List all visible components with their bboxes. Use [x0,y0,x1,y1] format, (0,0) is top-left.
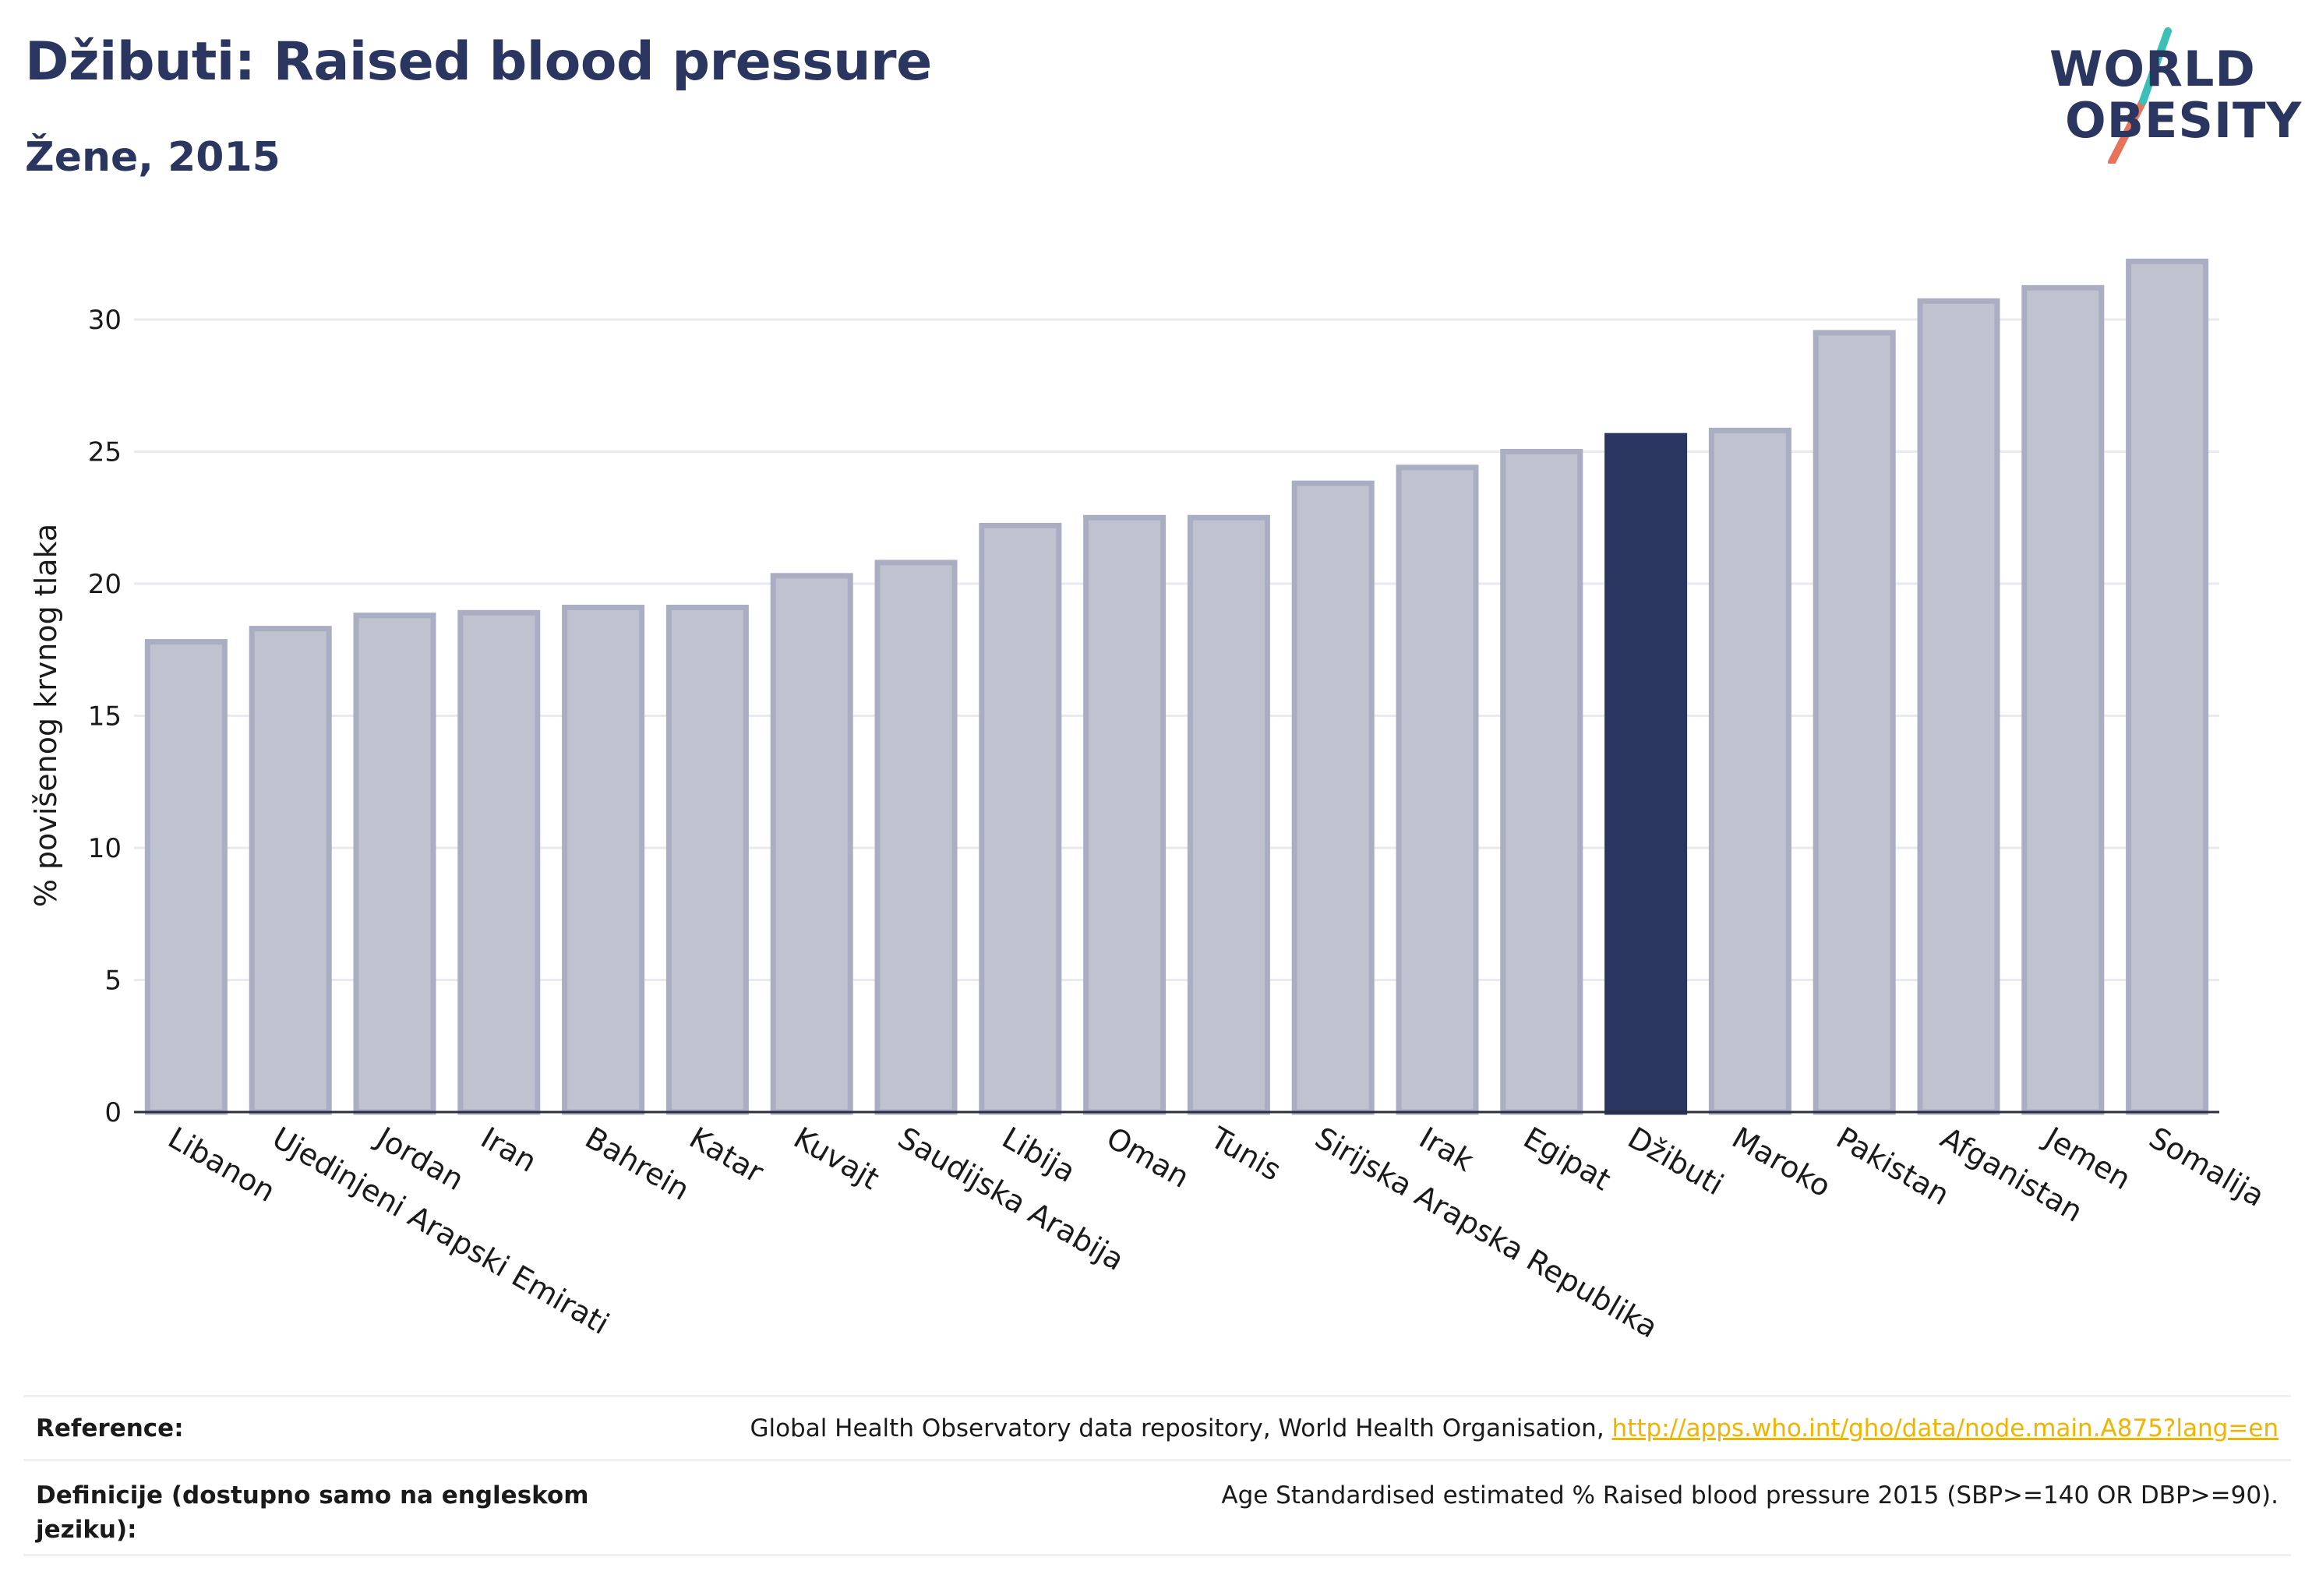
bar [2126,258,2209,1115]
bar [1708,427,1791,1115]
reference-link[interactable]: http://apps.who.int/gho/data/node.main.A… [1611,1414,2279,1442]
y-axis-label: % povišenog krvnog tlaka [29,524,63,907]
bar [1500,449,1583,1115]
bar [770,573,853,1115]
x-tick-label: Somalija [2144,1121,2271,1213]
x-tick-label: Pakistan [1830,1121,1955,1213]
x-tick-label: Maroko [1726,1121,1837,1204]
definition-row: Definicije (dostupno samo na engleskom j… [23,1459,2291,1556]
gridlines [134,318,2219,981]
bar [979,522,1062,1115]
x-tick-label: Džibuti [1622,1121,1730,1202]
bar [2021,284,2105,1115]
reference-text: Global Health Observatory data repositor… [750,1414,1604,1442]
y-tick-label: 10 [88,833,122,864]
y-tick-label: 20 [88,569,122,600]
bars [144,258,2209,1115]
reference-value: Global Health Observatory data repositor… [750,1411,2279,1446]
bar [249,626,332,1115]
x-tick-label: Katar [683,1121,769,1190]
bar [1604,433,1688,1115]
footer-bottom-rule [23,1554,2291,1556]
bar [1187,514,1270,1115]
y-tick-label: 0 [104,1097,122,1128]
definition-label: Definicije (dostupno samo na engleskom j… [36,1481,589,1544]
reference-row: Reference: Global Health Observatory dat… [23,1395,2291,1461]
x-tick-label: Libanon [162,1121,281,1209]
definition-value: Age Standardised estimated % Raised bloo… [1221,1481,2279,1509]
y-tick-label: 15 [88,701,122,733]
chart-title: Džibuti: Raised blood pressure [25,31,932,93]
x-tick-label: Iran [475,1121,542,1179]
bar [665,605,749,1115]
x-tick-label: Tunis [1205,1120,1287,1188]
x-tick-label: Irak [1414,1121,1479,1178]
x-tick-label: Kuvajt [788,1121,884,1196]
bar [457,609,541,1115]
x-tick-label: Oman [1101,1121,1195,1195]
x-tick-label: Egipat [1518,1121,1617,1198]
x-tick-label: Bahrein [580,1121,696,1207]
reference-label: Reference: [36,1414,184,1442]
y-tick-label: 25 [88,437,122,468]
bar [1813,330,1896,1115]
bar [874,560,958,1115]
bar [353,613,436,1115]
bar [1917,298,2000,1115]
y-tick-label: 30 [88,305,122,336]
chart-subtitle: Žene, 2015 [25,134,281,181]
logo-text-world: WORLD [2049,41,2256,97]
bar [1291,480,1375,1115]
bar [1396,464,1479,1115]
y-axis-ticks: 0 5 10 15 20 25 30 [88,305,122,1128]
logo-text-obesity: OBESITY [2065,92,2303,149]
x-tick-label: Sirijska Arapska Republika [1309,1121,1664,1345]
bar [562,605,645,1115]
y-tick-label: 5 [104,966,122,997]
logo-slash-icon [2108,27,2172,164]
bar [144,639,228,1115]
world-obesity-logo: WORLD OBESITY [2026,23,2301,164]
bar [1083,514,1167,1115]
